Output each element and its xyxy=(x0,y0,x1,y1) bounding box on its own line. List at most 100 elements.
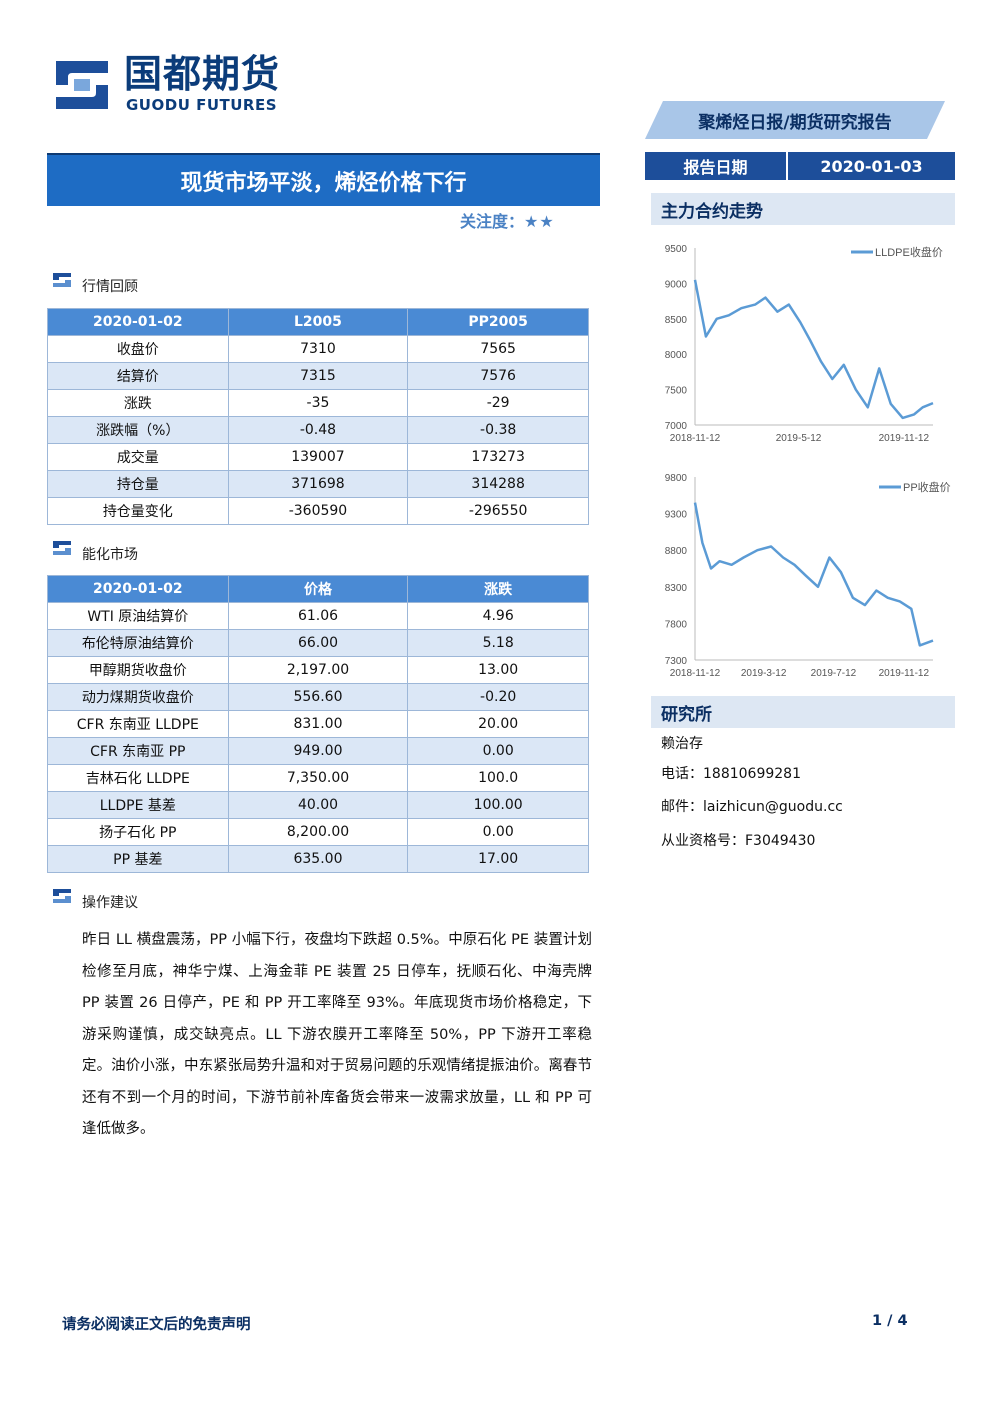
lldpe-price-chart: 7000 7500 8000 8500 9000 9500 2018-11-12 2019-5… xyxy=(665,244,943,444)
table-row: 动力煤期货收盘价 556.60 -0.20 xyxy=(47,683,589,711)
y-tick-label: 9500 xyxy=(665,244,688,255)
y-tick-label: 8800 xyxy=(665,546,688,557)
pp-price-chart: 7300 7800 8300 8800 9300 9800 2018-11-12 2019-3… xyxy=(665,473,951,679)
table-cell: 动力煤期货收盘价 xyxy=(47,683,229,711)
analyst-license: 从业资格号：F3049430 xyxy=(661,833,816,849)
analyst-name: 赖治存 xyxy=(661,736,703,752)
x-tick-label: 2019-5-12 xyxy=(776,433,822,444)
section-market-review: 行情回顾 xyxy=(82,279,138,295)
table-row: 持仓量变化 -360590 -296550 xyxy=(47,497,589,525)
table-cell: CFR 东南亚 LLDPE xyxy=(47,710,229,738)
y-tick-label: 8500 xyxy=(665,315,688,326)
table-cell: 涨跌幅（%） xyxy=(47,416,229,444)
table-cell: 173273 xyxy=(407,443,589,471)
table-header-row: 2020-01-02 L2005 PP2005 xyxy=(47,308,589,336)
x-tick-label: 2018-11-12 xyxy=(670,433,721,444)
table-row: LLDPE 基差 40.00 100.00 xyxy=(47,791,589,819)
table-cell: 7576 xyxy=(407,362,589,390)
table-cell: 涨跌 xyxy=(47,389,229,417)
table-cell: 100.00 xyxy=(407,791,589,819)
x-tick-label: 2019-11-12 xyxy=(879,668,930,679)
table-cell: 收盘价 xyxy=(47,335,229,363)
table-cell: 831.00 xyxy=(227,710,409,738)
table-cell: 17.00 xyxy=(407,845,589,873)
table-cell: 556.60 xyxy=(227,683,409,711)
y-tick-label: 9800 xyxy=(665,473,688,484)
y-tick-label: 7800 xyxy=(665,619,688,630)
y-tick-label: 9300 xyxy=(665,510,688,521)
table-row: 持仓量 371698 314288 xyxy=(47,470,589,498)
y-tick-label: 8300 xyxy=(665,583,688,594)
x-tick-label: 2018-11-12 xyxy=(670,668,721,679)
table-cell: 吉林石化 LLDPE xyxy=(47,764,229,792)
table-cell: CFR 东南亚 PP xyxy=(47,737,229,765)
table-cell: 0.00 xyxy=(407,818,589,846)
table-cell: 结算价 xyxy=(47,362,229,390)
y-tick-label: 8000 xyxy=(665,350,688,361)
table-cell: 持仓量 xyxy=(47,470,229,498)
section-bullet-icon xyxy=(53,273,71,287)
table-cell: 61.06 xyxy=(227,602,409,630)
table-cell: 2,197.00 xyxy=(227,656,409,684)
guodu-logo-icon xyxy=(56,61,108,109)
research-section-title: 研究所 xyxy=(651,696,955,728)
x-tick-label: 2019-3-12 xyxy=(741,668,787,679)
table-header-cell: PP2005 xyxy=(407,308,589,336)
futures-quote-table: 2020-01-02 L2005 PP2005 收盘价 7310 7565 结算价 7315 7… xyxy=(47,308,589,525)
table-cell: 5.18 xyxy=(407,629,589,657)
table-row: 吉林石化 LLDPE 7,350.00 100.0 xyxy=(47,764,589,792)
table-cell: 40.00 xyxy=(227,791,409,819)
table-cell: 949.00 xyxy=(227,737,409,765)
analyst-email: 邮件：laizhicun@guodu.cc xyxy=(661,799,843,815)
section-bullet-icon xyxy=(53,541,71,555)
focus-rating: 关注度：★★ xyxy=(460,208,555,232)
table-row: CFR 东南亚 PP 949.00 0.00 xyxy=(47,737,589,765)
table-row: 扬子石化 PP 8,200.00 0.00 xyxy=(47,818,589,846)
table-header-cell: L2005 xyxy=(227,308,409,336)
star-icon: ★★ xyxy=(524,212,555,231)
table-cell: 7,350.00 xyxy=(227,764,409,792)
table-cell: -296550 xyxy=(407,497,589,525)
table-cell: PP 基差 xyxy=(47,845,229,873)
trend-section-title: 主力合约走势 xyxy=(651,193,955,225)
analyst-phone: 电话：18810699281 xyxy=(661,766,801,782)
y-tick-label: 7000 xyxy=(665,421,688,432)
table-cell: LLDPE 基差 xyxy=(47,791,229,819)
suggestion-paragraph: 昨日 LL 横盘震荡，PP 小幅下行，夜盘均下跌超 0.5%。中原石化 PE 装… xyxy=(82,932,592,1137)
x-tick-label: 2019-11-12 xyxy=(879,433,930,444)
section-suggestion: 操作建议 xyxy=(82,895,138,911)
x-tick-label: 2019-7-12 xyxy=(811,668,857,679)
table-cell: 0.00 xyxy=(407,737,589,765)
section-energy-market: 能化市场 xyxy=(82,547,138,563)
table-row: 涨跌幅（%） -0.48 -0.38 xyxy=(47,416,589,444)
table-row: 收盘价 7310 7565 xyxy=(47,335,589,363)
report-date-bar: 报告日期 2020-01-03 xyxy=(645,152,955,180)
table-cell: WTI 原油结算价 xyxy=(47,602,229,630)
table-cell: 635.00 xyxy=(227,845,409,873)
table-cell: -360590 xyxy=(227,497,409,525)
table-cell: 成交量 xyxy=(47,443,229,471)
table-cell: 13.00 xyxy=(407,656,589,684)
series-line xyxy=(693,502,934,647)
table-header-row: 2020-01-02 价格 涨跌 xyxy=(47,575,589,603)
table-cell: -0.48 xyxy=(227,416,409,444)
table-cell: 7310 xyxy=(227,335,409,363)
report-title: 现货市场平淡，烯烃价格下行 xyxy=(47,153,600,206)
y-tick-label: 7300 xyxy=(665,656,688,667)
page-number: 1 / 4 xyxy=(872,1313,908,1329)
table-row: PP 基差 635.00 17.00 xyxy=(47,845,589,873)
table-cell: -35 xyxy=(227,389,409,417)
table-cell: 布伦特原油结算价 xyxy=(47,629,229,657)
table-cell: 100.0 xyxy=(407,764,589,792)
energy-market-table: 2020-01-02 价格 涨跌 WTI 原油结算价 61.06 4.96 布伦特原油结算价… xyxy=(47,575,589,873)
section-bullet-icon xyxy=(53,889,71,903)
focus-label: 关注度： xyxy=(460,212,525,231)
table-cell: 66.00 xyxy=(227,629,409,657)
table-cell: -0.20 xyxy=(407,683,589,711)
table-cell: 4.96 xyxy=(407,602,589,630)
table-cell: 314288 xyxy=(407,470,589,498)
table-cell: -29 xyxy=(407,389,589,417)
table-row: CFR 东南亚 LLDPE 831.00 20.00 xyxy=(47,710,589,738)
table-cell: 371698 xyxy=(227,470,409,498)
table-header-cell: 涨跌 xyxy=(407,575,589,603)
